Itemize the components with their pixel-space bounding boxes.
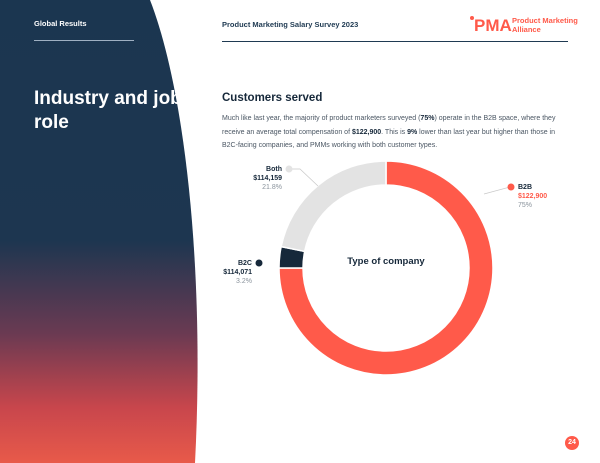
diff-highlight: 9% <box>407 128 418 136</box>
page-number: 24 <box>565 436 579 450</box>
header-divider <box>222 41 568 42</box>
b2b-label: B2B $122,900 75% <box>518 183 568 210</box>
b2b-leader-line <box>483 186 511 195</box>
b2c-value: $114,071 <box>223 269 252 276</box>
section-label: Global Results <box>34 19 87 28</box>
b2b-value: $122,900 <box>518 193 548 200</box>
both-name: Both <box>266 166 282 173</box>
b2c-name: B2C <box>237 260 252 267</box>
brand-name: Product Marketing Alliance <box>512 16 578 34</box>
b2b-name: B2B <box>518 184 533 191</box>
b2b-share-highlight: 75% <box>420 115 435 122</box>
both-marker <box>285 165 293 173</box>
content-body: Much like last year, the majority of pro… <box>222 115 556 149</box>
b2c-label: B2C $114,071 3.2% <box>206 259 252 286</box>
b2b-comp-highlight: $122,900 <box>351 128 382 136</box>
b2b-marker <box>507 183 515 191</box>
both-leader-line <box>290 168 319 187</box>
sidebar-divider <box>34 40 134 41</box>
survey-title: Product Marketing Salary Survey 2023 <box>222 20 359 29</box>
donut-slice-both <box>280 160 387 253</box>
section-heading: Industry and job role <box>34 88 182 133</box>
b2c-marker <box>255 259 263 267</box>
both-value: $114,159 <box>253 175 282 182</box>
svg-text:PMA: PMA <box>474 16 512 33</box>
pma-logo: PMA <box>470 16 512 33</box>
donut-slice-b2b <box>278 160 494 376</box>
both-label: Both $114,159 21.8% <box>236 165 282 192</box>
b2b-percent: 75% <box>518 202 533 209</box>
both-percent: 21.8% <box>262 184 282 191</box>
content-title: Customers served <box>222 92 323 104</box>
chart-center-label: Type of company <box>347 256 425 267</box>
b2c-percent: 3.2% <box>236 278 252 285</box>
